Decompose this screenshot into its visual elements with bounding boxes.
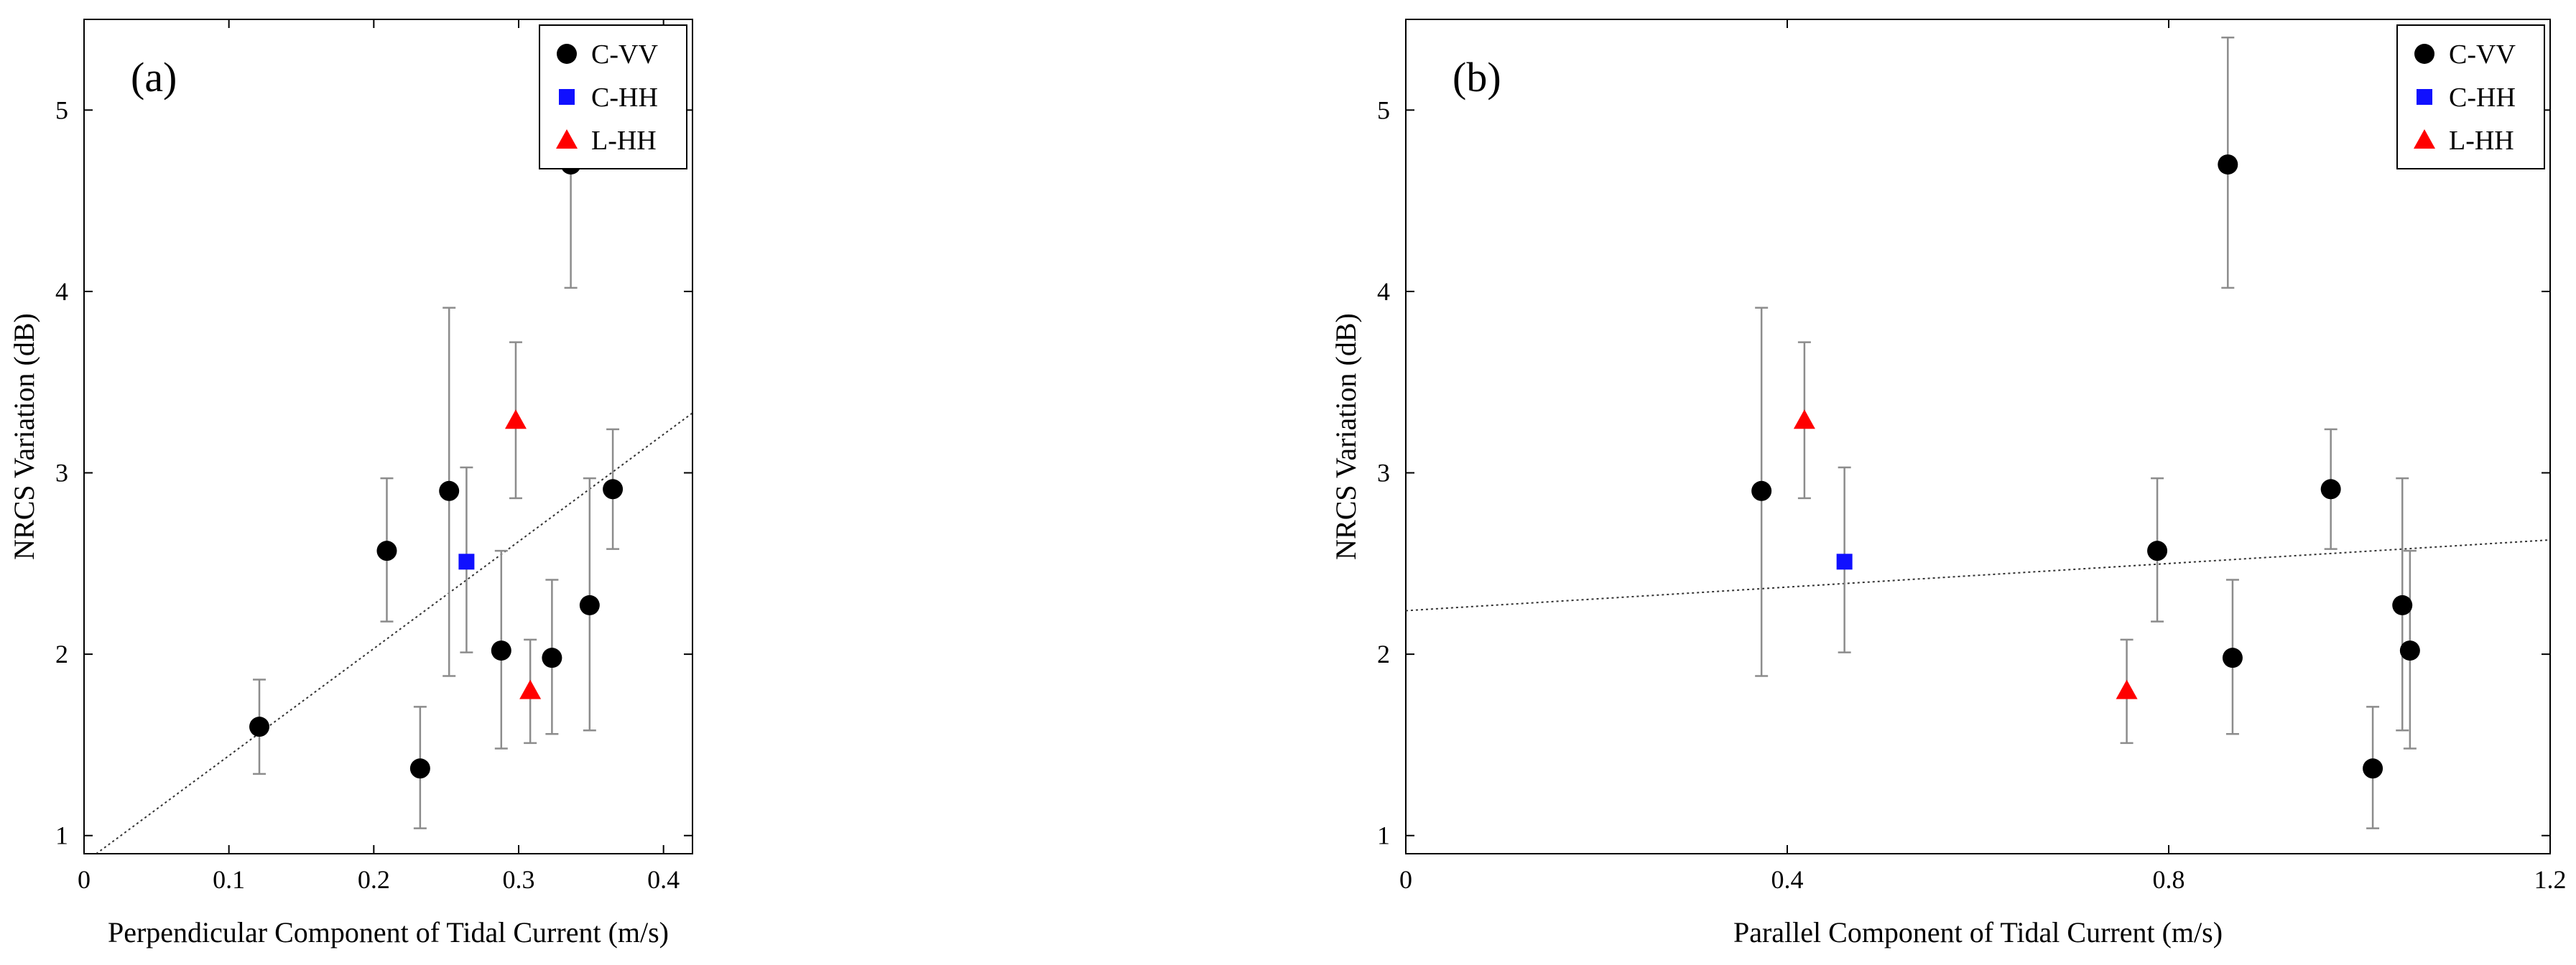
y-tick-label: 4 [1377,277,1390,306]
x-tick-label: 0.4 [647,865,680,894]
x-tick-label: 0 [1399,865,1412,894]
y-tick-label: 1 [55,821,68,850]
panel-b: 0 0.4 0.8 1.2 1 2 3 4 5 Parallel Component of Tid… [1330,19,2567,948]
point-c-vv [2147,541,2168,561]
legend-label: C-VV [2449,39,2516,70]
panel-label: (a) [131,54,177,101]
legend-marker-c-vv [2414,44,2434,64]
y-tick-label: 3 [55,459,68,488]
plot-frame [1405,19,2551,854]
legend: C-VV C-HH L-HH [539,24,687,169]
legend-marker-c-hh [559,89,575,105]
point-c-vv [1751,480,1772,501]
legend-marker-c-hh [2417,89,2432,105]
panel-label: (b) [1453,54,1501,101]
point-c-vv [2399,640,2420,661]
point-c-vv [2392,595,2413,615]
point-l-hh [504,409,527,429]
point-c-vv [2320,479,2341,500]
point-c-vv [2218,154,2238,175]
point-c-hh [1836,554,1853,570]
point-c-vv [542,648,562,668]
legend-label: C-HH [2449,83,2516,113]
plot-area [1406,37,2550,829]
x-tick-label: 0.2 [358,865,390,894]
legend-marker-c-vv [557,44,577,64]
legend-marker-l-hh [556,129,578,149]
x-tick-label: 0.8 [2153,865,2185,894]
legend-label: C-VV [591,39,658,70]
panel-a: 0 0.1 0.2 0.3 0.4 1 2 3 4 5 Perpendicular Componen… [8,19,693,948]
y-tick-label: 3 [1377,459,1390,488]
legend: C-VV C-HH L-HH [2396,24,2545,169]
legend-marker-l-hh [2414,129,2435,149]
y-tick-label: 2 [55,640,68,668]
x-axis-label: Parallel Component of Tidal Current (m/s… [1733,916,2223,948]
legend-label: C-HH [591,83,658,113]
point-l-hh [519,679,542,699]
x-tick-label: 0.1 [213,865,245,894]
point-c-vv [491,640,511,661]
point-c-vv [376,541,397,561]
point-c-vv [439,480,460,501]
x-axis-label: Perpendicular Component of Tidal Current… [108,916,669,948]
y-tick-label: 1 [1377,821,1390,850]
x-tick-label: 1.2 [2534,865,2567,894]
y-tick-label: 5 [55,95,68,124]
point-c-vv [249,717,270,737]
x-tick-label: 0.3 [503,865,535,894]
y-tick-label: 4 [55,277,68,306]
legend-label: L-HH [2449,126,2514,156]
fit-line [95,412,692,854]
fit-line [1406,539,2550,612]
point-c-vv [2222,648,2243,668]
x-tick-label: 0.4 [1771,865,1804,894]
point-c-hh [458,554,475,570]
y-tick-label: 2 [1377,640,1390,668]
point-c-vv [579,595,600,615]
y-axis-label: NRCS Variation (dB) [8,313,40,560]
point-l-hh [1793,409,1815,429]
point-c-vv [409,758,430,779]
y-axis-label: NRCS Variation (dB) [1330,313,1362,560]
y-tick-label: 5 [1377,95,1390,124]
point-l-hh [2116,679,2138,699]
legend-label: L-HH [591,126,657,156]
point-c-vv [2363,758,2383,779]
point-c-vv [603,479,624,500]
x-tick-label: 0 [78,865,91,894]
plot-frame [83,19,693,854]
